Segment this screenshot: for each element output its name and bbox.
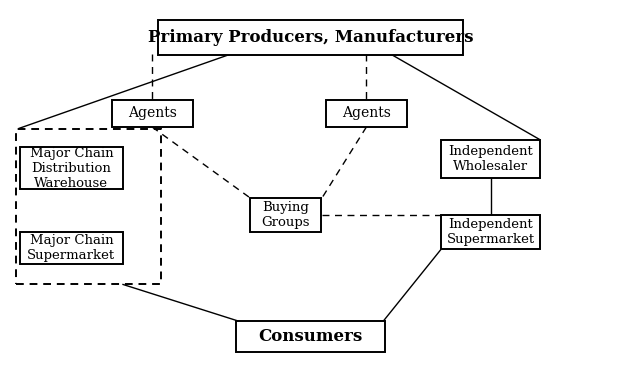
FancyBboxPatch shape — [158, 20, 463, 55]
Text: Independent
Supermarket: Independent Supermarket — [446, 218, 535, 246]
Text: Agents: Agents — [128, 106, 176, 121]
Text: Agents: Agents — [342, 106, 391, 121]
Text: Consumers: Consumers — [258, 328, 363, 345]
FancyBboxPatch shape — [441, 215, 540, 249]
FancyBboxPatch shape — [236, 321, 385, 352]
FancyBboxPatch shape — [441, 140, 540, 178]
FancyBboxPatch shape — [250, 198, 322, 232]
Text: Primary Producers, Manufacturers: Primary Producers, Manufacturers — [148, 29, 473, 46]
Text: Buying
Groups: Buying Groups — [261, 201, 310, 229]
Text: Major Chain
Supermarket: Major Chain Supermarket — [27, 234, 116, 262]
Text: Independent
Wholesaler: Independent Wholesaler — [448, 145, 533, 173]
Text: Major Chain
Distribution
Warehouse: Major Chain Distribution Warehouse — [30, 147, 113, 190]
FancyBboxPatch shape — [20, 231, 123, 264]
FancyBboxPatch shape — [20, 147, 123, 189]
FancyBboxPatch shape — [112, 100, 193, 127]
FancyBboxPatch shape — [16, 129, 161, 284]
FancyBboxPatch shape — [326, 100, 407, 127]
